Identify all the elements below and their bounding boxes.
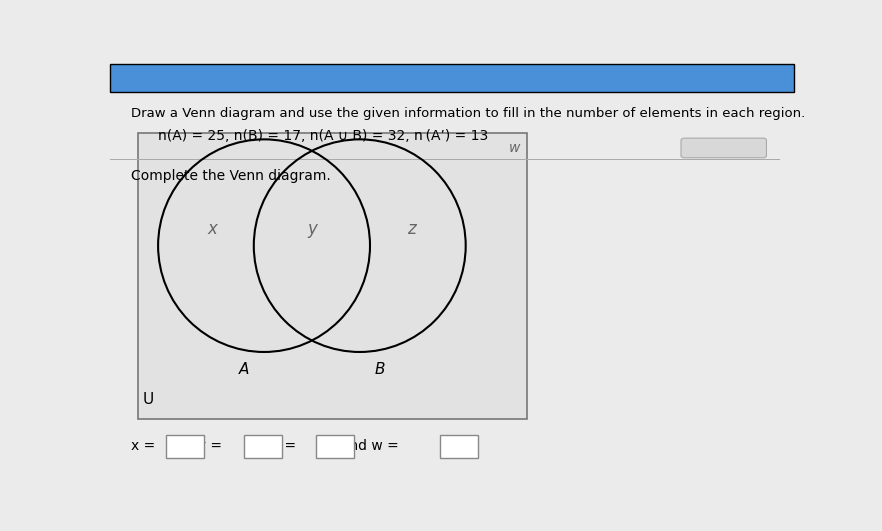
Text: ...: ...	[720, 143, 729, 153]
FancyBboxPatch shape	[110, 159, 781, 160]
FancyBboxPatch shape	[681, 138, 766, 158]
Text: , and w =: , and w =	[333, 439, 400, 453]
FancyBboxPatch shape	[166, 435, 204, 458]
Text: , z =: , z =	[264, 439, 296, 453]
Text: A: A	[238, 362, 249, 377]
FancyBboxPatch shape	[110, 64, 794, 92]
FancyBboxPatch shape	[243, 435, 282, 458]
Text: y: y	[307, 220, 317, 238]
FancyBboxPatch shape	[440, 435, 478, 458]
Text: B: B	[375, 362, 385, 377]
Text: w: w	[509, 141, 520, 156]
FancyBboxPatch shape	[316, 435, 355, 458]
Text: x =: x =	[131, 439, 155, 453]
Text: Draw a Venn diagram and use the given information to fill in the number of eleme: Draw a Venn diagram and use the given in…	[131, 107, 805, 119]
Text: x: x	[208, 220, 218, 238]
Text: U: U	[143, 392, 154, 407]
Text: Complete the Venn diagram.: Complete the Venn diagram.	[131, 169, 331, 183]
Text: z: z	[407, 220, 415, 238]
Text: n(A) = 25, n(B) = 17, n(A ∪ B) = 32, n (A’) = 13: n(A) = 25, n(B) = 17, n(A ∪ B) = 32, n (…	[158, 129, 489, 143]
Text: , y =: , y =	[189, 439, 222, 453]
FancyBboxPatch shape	[138, 133, 527, 419]
